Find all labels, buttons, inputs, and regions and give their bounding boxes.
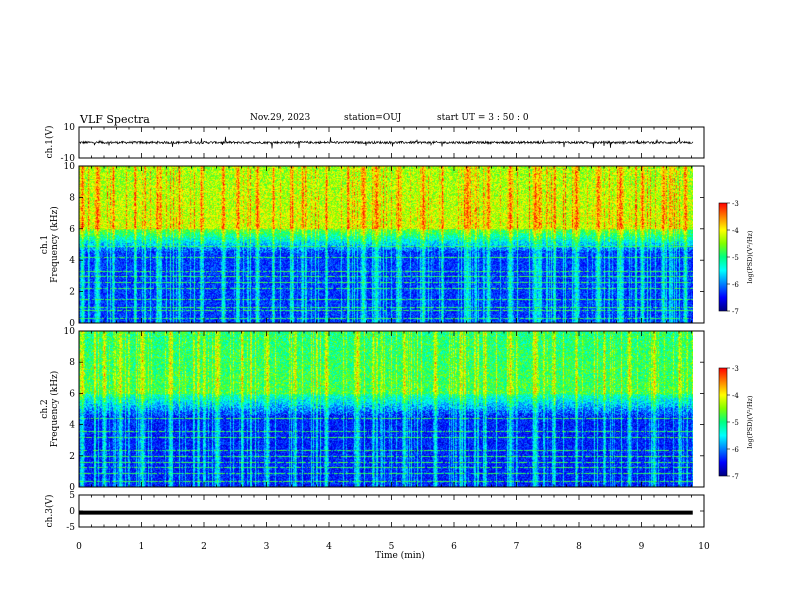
ch2-spec-cbar-tick-label: -7	[732, 473, 739, 481]
ch1-spec-cbar-tick-label: -3	[732, 200, 739, 208]
ch2-spec-cbar-label: log(PSD)(V²/Hz)	[746, 395, 754, 448]
x-tick-label: 9	[639, 542, 645, 552]
ch3-ytick-label: 0	[69, 507, 75, 517]
ch2-spec-cbar-tick-label: -3	[732, 365, 739, 373]
x-tick-label: 8	[576, 542, 582, 552]
ch1-spec-cbar-label: log(PSD)(V²/Hz)	[746, 230, 754, 283]
x-tick-label: 6	[451, 542, 457, 552]
ch2-spec-ytick-label: 8	[69, 358, 75, 368]
station-label: station=OUJ	[344, 113, 402, 123]
x-tick-label: 0	[76, 542, 82, 552]
ch3-ylabel: ch.3(V)	[44, 495, 55, 528]
ch2-spec-cbar-tick-label: -4	[732, 392, 739, 400]
ch2-spec-ylabel: Frequency (kHz)	[49, 371, 60, 448]
ch1-spec-cbar-tick-label: -6	[732, 281, 739, 289]
ch2-spec-cbar-tick-label: -5	[732, 419, 739, 427]
ch1-spec-cbar-tick-label: -4	[732, 227, 739, 235]
ch2-spec-ytick-label: 2	[69, 452, 75, 462]
ch2-spec-spectrogram-image	[79, 331, 693, 487]
x-axis-label: Time (min)	[375, 550, 425, 561]
ch1-spec-ytick-label: 8	[69, 193, 75, 203]
ch1-spec-ytick-label: 0	[69, 319, 75, 329]
figure-title: VLF Spectra	[80, 113, 150, 126]
ch2-spec-ytick-label: 6	[69, 389, 75, 399]
x-tick-label: 3	[264, 542, 270, 552]
ch1-spec-colorbar	[718, 202, 728, 312]
ch1-spec-cbar-tick-label: -5	[732, 254, 739, 262]
ch1-spec-spectrogram-image	[79, 166, 693, 323]
ch1-spec-ytick-label: 6	[69, 225, 75, 235]
x-tick-label: 5	[389, 542, 395, 552]
ch2-spec-cbar-tick-label: -6	[732, 446, 739, 454]
ch3-ytick-label: -5	[66, 523, 75, 533]
ch1-ytick-label: 10	[64, 123, 76, 133]
ch2-spec-ytick-label: 4	[69, 421, 75, 431]
ch2-spec-channel-label: ch.2	[40, 399, 50, 418]
ch1-spec-ytick-label: 10	[64, 162, 76, 172]
ch1-spec-ylabel: Frequency (kHz)	[49, 206, 60, 283]
ch1-ytick-label: -10	[61, 154, 76, 164]
ch3-ytick-label: 5	[69, 491, 75, 501]
start-time-label: start UT = 3 : 50 : 0	[437, 113, 529, 123]
ch1-trace	[78, 136, 694, 149]
ch1-spec-channel-label: ch.1	[40, 235, 50, 254]
x-tick-label: 1	[139, 542, 145, 552]
ch2-spec-colorbar	[718, 367, 728, 477]
ch2-spec-ytick-label: 10	[64, 327, 76, 337]
x-tick-label: 10	[698, 542, 710, 552]
ch2-spec-ytick-label: 0	[69, 483, 75, 493]
x-tick-label: 7	[514, 542, 520, 552]
ch1-spec-cbar-tick-label: -7	[732, 308, 739, 316]
x-tick-label: 2	[201, 542, 207, 552]
x-tick-label: 4	[326, 542, 332, 552]
ch1-spec-ytick-label: 2	[69, 288, 75, 298]
ch1-ylabel: ch.1(V)	[44, 126, 55, 159]
ch1-spec-ytick-label: 4	[69, 256, 75, 266]
date-label: Nov.29, 2023	[250, 113, 311, 123]
